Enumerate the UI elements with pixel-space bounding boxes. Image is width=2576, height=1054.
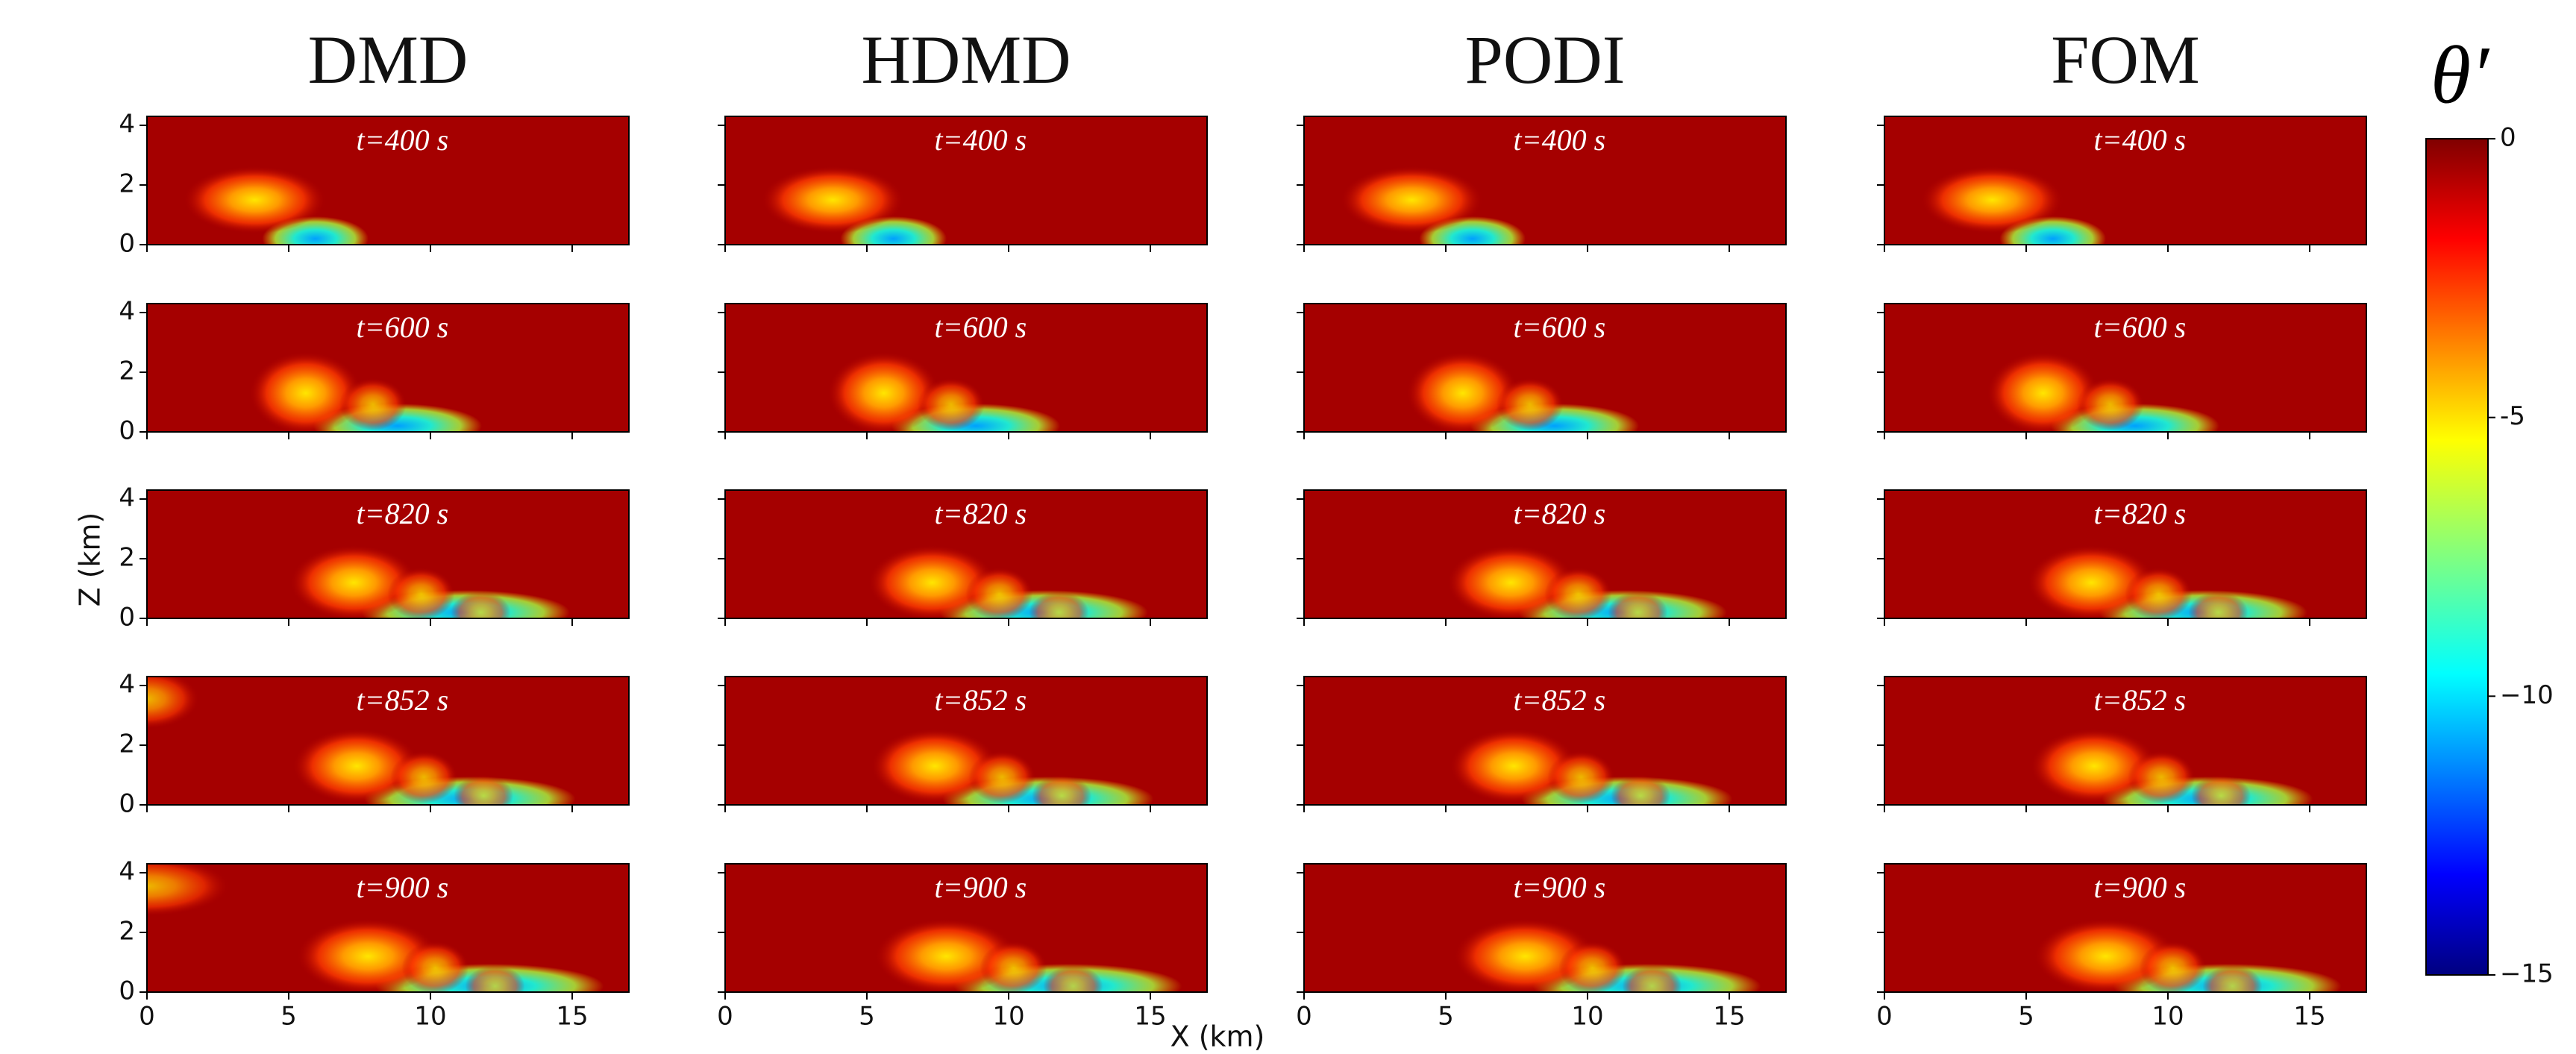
x-tick-label: 5 — [2018, 1002, 2034, 1032]
panel-label: t=600 s — [935, 310, 1027, 344]
y-tick-label: 4 — [119, 297, 135, 327]
x-tick-label: 10 — [1571, 1002, 1603, 1032]
colorbar-label: θ′ — [2431, 29, 2490, 120]
warm-vortex — [1611, 775, 1670, 817]
column-title: PODI — [1465, 22, 1626, 98]
x-tick-label: 0 — [1876, 1002, 1893, 1032]
warm-vortex — [980, 941, 1047, 994]
warm-vortex — [387, 568, 454, 620]
warm-vortex — [451, 592, 510, 633]
y-tick-label: 0 — [119, 789, 135, 819]
panel-label: t=600 s — [357, 310, 449, 344]
x-tick-label: 15 — [1134, 1002, 1166, 1032]
y-tick-label: 2 — [119, 357, 135, 386]
x-tick-label: 10 — [992, 1002, 1024, 1032]
warm-vortex — [2191, 775, 2251, 817]
panel-label: t=852 s — [357, 683, 449, 717]
warm-vortex — [918, 378, 985, 430]
warm-vortex — [339, 378, 407, 430]
warm-vortex — [390, 751, 457, 803]
y-tick-label: 2 — [119, 917, 135, 947]
panel-label: t=820 s — [357, 497, 449, 530]
column-title: FOM — [2051, 22, 2199, 98]
warm-vortex — [1921, 166, 2063, 233]
panel-label: t=400 s — [2094, 123, 2187, 157]
panel-label: t=900 s — [935, 871, 1027, 904]
x-tick-label: 15 — [556, 1002, 588, 1032]
warm-vortex — [1043, 965, 1103, 1007]
panel-label: t=852 s — [1514, 683, 1606, 717]
x-tick-label: 15 — [2293, 1002, 2325, 1032]
y-tick-label: 2 — [119, 543, 135, 573]
y-tick-label: 4 — [119, 857, 135, 887]
warm-vortex — [184, 166, 325, 233]
y-tick-label: 4 — [119, 670, 135, 700]
warm-vortex — [1622, 965, 1682, 1007]
warm-vortex — [965, 568, 1032, 620]
colorbar-tick-label: −15 — [2500, 959, 2554, 989]
y-tick-label: 2 — [119, 730, 135, 759]
warm-vortex — [2128, 751, 2195, 803]
warm-vortex — [968, 751, 1035, 803]
warm-vortex — [1544, 568, 1611, 620]
y-tick-label: 0 — [119, 416, 135, 446]
colorbar-tick-label: −10 — [2500, 680, 2554, 710]
colorbar-tick-label: 0 — [2500, 123, 2516, 153]
panel-label: t=400 s — [1514, 123, 1606, 157]
warm-vortex — [762, 166, 903, 233]
y-axis-label: Z (km) — [74, 512, 107, 607]
warm-vortex — [1341, 166, 1482, 233]
column-title: DMD — [308, 22, 468, 98]
warm-vortex — [2077, 378, 2144, 430]
panel-label: t=900 s — [1514, 871, 1606, 904]
panel-label: t=820 s — [2094, 497, 2187, 530]
warm-vortex — [401, 941, 468, 994]
x-tick-label: 10 — [414, 1002, 446, 1032]
x-tick-label: 5 — [281, 1002, 297, 1032]
y-tick-label: 4 — [119, 483, 135, 513]
warm-vortex — [454, 775, 513, 817]
panel-label: t=600 s — [2094, 310, 2187, 344]
x-tick-label: 10 — [2152, 1002, 2184, 1032]
panel-label: t=852 s — [2094, 683, 2187, 717]
x-tick-label: 0 — [1296, 1002, 1312, 1032]
panel-label: t=820 s — [935, 497, 1027, 530]
warm-vortex — [2139, 941, 2206, 994]
x-tick-label: 5 — [859, 1002, 875, 1032]
column-title: HDMD — [861, 22, 1071, 98]
panel-label: t=400 s — [357, 123, 449, 157]
warm-vortex — [2188, 592, 2248, 633]
warm-vortex — [1547, 751, 1614, 803]
warm-vortex — [1497, 378, 1564, 430]
panel — [65, 856, 629, 1008]
y-tick-label: 2 — [119, 169, 135, 199]
warm-vortex — [1029, 592, 1088, 633]
colorbar — [2426, 139, 2488, 975]
panel-label: t=600 s — [1514, 310, 1606, 344]
warm-vortex — [2202, 965, 2262, 1007]
warm-vortex — [1558, 941, 1626, 994]
y-tick-label: 4 — [119, 110, 135, 139]
warm-vortex — [1608, 592, 1667, 633]
panel-label: t=900 s — [2094, 871, 2187, 904]
x-tick-label: 15 — [1713, 1002, 1745, 1032]
x-tick-label: 5 — [1438, 1002, 1454, 1032]
warm-vortex — [1032, 775, 1091, 817]
warm-vortex — [465, 965, 524, 1007]
panel-label: t=400 s — [935, 123, 1027, 157]
x-tick-label: 0 — [139, 1002, 155, 1032]
warm-vortex — [2125, 568, 2192, 620]
panel-label: t=820 s — [1514, 497, 1606, 530]
x-axis-label: X (km) — [1171, 1020, 1265, 1053]
y-tick-label: 0 — [119, 229, 135, 259]
panel-label: t=852 s — [935, 683, 1027, 717]
y-tick-label: 0 — [119, 976, 135, 1006]
figure: X (km) Z (km) θ′ DMD t=400 s 0 2 4 t=600 s 0 2 4… — [0, 0, 2576, 1054]
colorbar-tick-label: -5 — [2500, 401, 2525, 431]
panel-label: t=900 s — [357, 871, 449, 904]
y-tick-label: 0 — [119, 603, 135, 633]
x-tick-label: 0 — [717, 1002, 733, 1032]
